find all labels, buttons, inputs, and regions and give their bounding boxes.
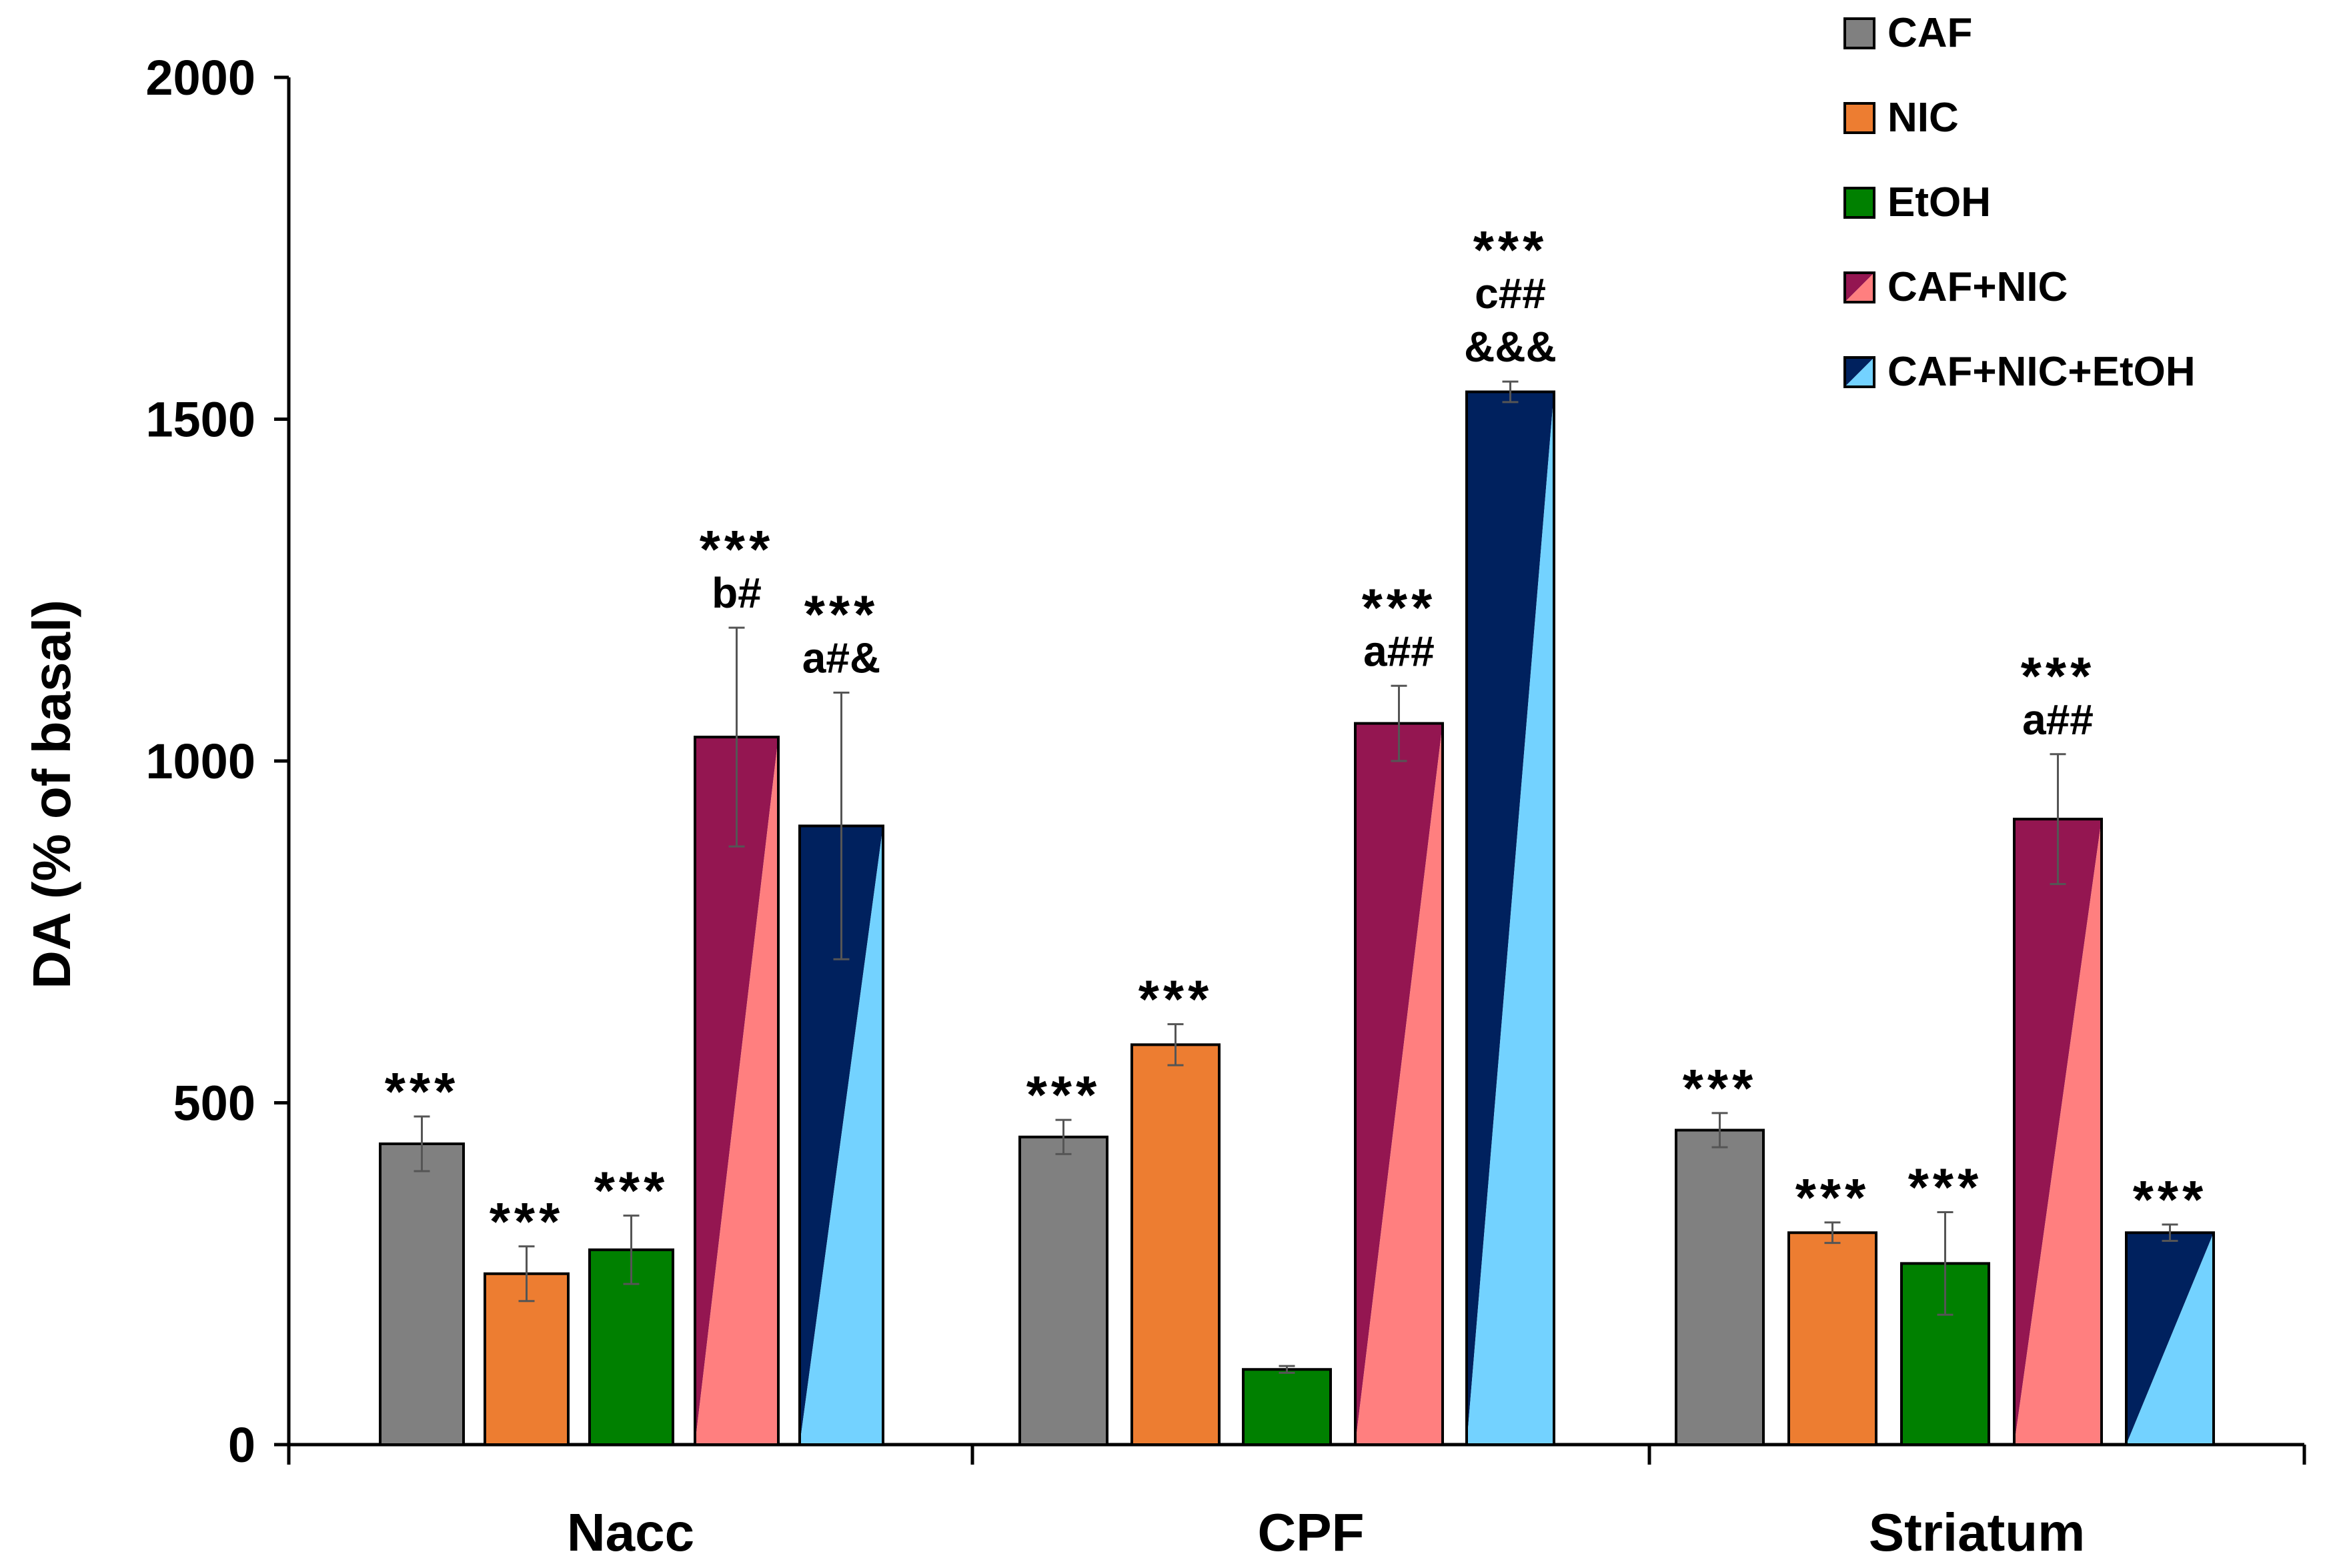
annotation-label: a## xyxy=(2022,696,2094,744)
annotation-label: *** xyxy=(1473,220,1547,279)
annotation-label: *** xyxy=(1908,1158,1982,1217)
bar-nacc-caf xyxy=(379,1142,465,1446)
legend-swatch-nic xyxy=(1843,102,1875,134)
bar-striatum-nic xyxy=(1787,1231,1877,1446)
legend-label: CAF xyxy=(1887,10,1972,56)
bar-nacc-caf-plus-nic-plus-etoh-light xyxy=(800,826,883,1445)
x-category-label: Nacc xyxy=(567,1503,694,1562)
legend-swatch-caf-plus-nic-plus-etoh xyxy=(1843,356,1875,388)
bar-cpf-caf xyxy=(1018,1135,1108,1446)
bar-cpf-caf-plus-nic-plus-etoh-light xyxy=(1467,391,1554,1445)
bar-cpf-caf-plus-nic-light xyxy=(1355,723,1443,1445)
annotation-label: *** xyxy=(2133,1170,2207,1229)
legend-label: CAF+NIC+EtOH xyxy=(1887,349,2196,395)
annotation-label: &&& xyxy=(1464,323,1557,371)
bar-striatum-caf-plus-nic-plus-etoh-light xyxy=(2126,1233,2214,1445)
legend-swatch-caf-plus-nic xyxy=(1843,271,1875,303)
annotation-label: *** xyxy=(1683,1058,1757,1118)
annotation-label: *** xyxy=(1138,970,1213,1029)
y-tick-label: 1000 xyxy=(145,734,255,789)
legend-swatch-caf xyxy=(1843,17,1875,49)
legend: CAF NIC EtOH CAF+NIC CAF+NIC+EtOH xyxy=(1843,10,2196,395)
y-tick-label: 2000 xyxy=(145,50,255,105)
annotation-label: *** xyxy=(1026,1065,1100,1124)
annotation-label: *** xyxy=(2021,646,2095,706)
y-axis-label: DA (% of basal) xyxy=(22,600,81,989)
annotation-label: *** xyxy=(1795,1168,1869,1227)
bars: ************b# ***a#&*********a##***c##&&… xyxy=(379,220,2215,1446)
axes: 0 500 1000 1500 2000 DA (% of basal) Nacc CPF St… xyxy=(22,50,2306,1562)
legend-swatch-caf-plus-nic-plus-etoh-light xyxy=(1845,357,1874,387)
bar-cpf-etoh xyxy=(1242,1368,1332,1446)
annotation-label: *** xyxy=(700,520,774,579)
annotation-label: *** xyxy=(804,585,878,644)
legend-label: EtOH xyxy=(1887,179,1991,225)
bar-striatum-caf xyxy=(1675,1128,1765,1446)
x-category-label: CPF xyxy=(1258,1503,1365,1562)
annotation-label: *** xyxy=(594,1161,668,1221)
annotation-label: c## xyxy=(1475,269,1546,317)
legend-label: NIC xyxy=(1887,95,1959,141)
legend-swatch-caf-plus-nic-light xyxy=(1845,273,1874,302)
y-tick-label: 1500 xyxy=(145,392,255,448)
annotation-label: a#& xyxy=(802,634,880,682)
annotation-label: *** xyxy=(385,1062,459,1121)
annotation-label: *** xyxy=(490,1192,564,1251)
annotation-label: b# xyxy=(712,569,762,617)
legend-label: CAF+NIC xyxy=(1887,264,2068,310)
annotation-label: a## xyxy=(1363,627,1435,675)
bar-cpf-nic xyxy=(1130,1043,1221,1446)
y-tick-label: 0 xyxy=(228,1417,255,1473)
legend-swatch-etoh xyxy=(1843,187,1875,219)
bar-striatum-caf-plus-nic-light xyxy=(2014,819,2102,1445)
annotation-label: *** xyxy=(1362,578,1436,637)
x-category-label: Striatum xyxy=(1869,1503,2086,1562)
bar-nacc-caf-plus-nic-light xyxy=(695,737,778,1445)
y-tick-label: 500 xyxy=(173,1076,255,1131)
